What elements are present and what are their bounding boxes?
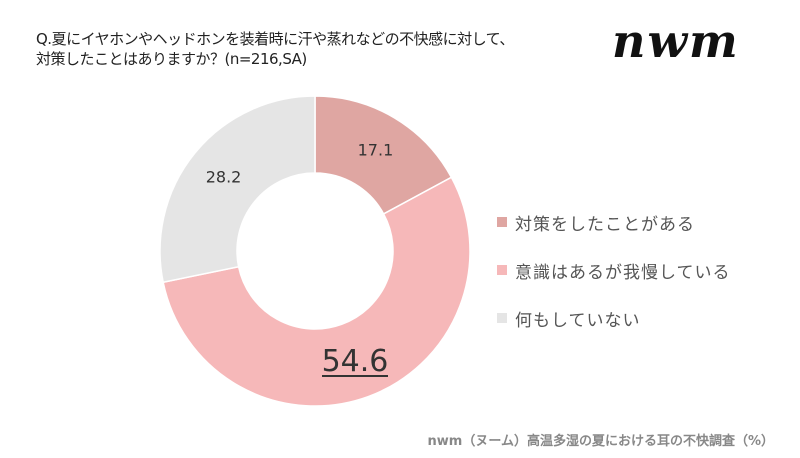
title-line-1: Q.夏にイヤホンやヘッドホンを装着時に汗や蒸れなどの不快感に対して、 — [36, 30, 514, 48]
donut-slice — [159, 95, 316, 284]
source-note: nwm（ヌーム）高温多湿の夏における耳の不快調査（%） — [427, 434, 774, 449]
legend-label: 対策をしたことがある — [515, 214, 695, 235]
data-label: 54.6 — [322, 344, 389, 379]
chart-title: Q.夏にイヤホンやヘッドホンを装着時に汗や蒸れなどの不快感に対して、 対策したこ… — [36, 29, 514, 69]
title-line-2: 対策したことはありますか？(n=216,SA) — [36, 50, 307, 68]
legend-swatch — [497, 265, 507, 275]
legend-item: 意識はあるが我慢している — [497, 246, 731, 294]
donut-slice — [162, 176, 471, 407]
data-label: 17.1 — [358, 141, 394, 160]
legend-item: 何もしていない — [497, 294, 731, 342]
data-label: 28.2 — [206, 167, 242, 186]
legend-item: 対策をしたことがある — [497, 198, 731, 246]
legend: 対策をしたことがある 意識はあるが我慢している 何もしていない — [497, 198, 731, 342]
nwm-logo: nwm — [612, 14, 740, 68]
legend-swatch — [497, 217, 507, 227]
legend-swatch — [497, 313, 507, 323]
legend-label: 何もしていない — [515, 310, 641, 331]
donut-slice — [314, 95, 453, 215]
legend-label: 意識はあるが我慢している — [515, 262, 731, 283]
